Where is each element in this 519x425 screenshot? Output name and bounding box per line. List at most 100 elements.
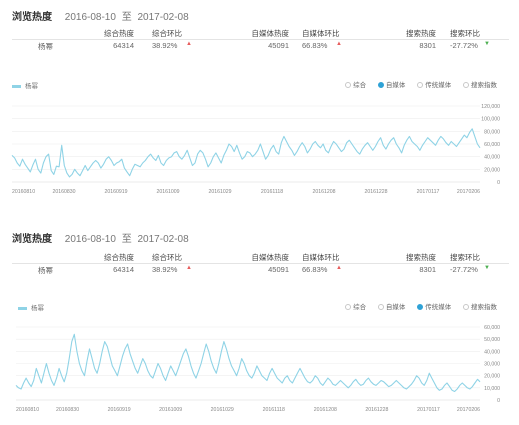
radio-label: 自媒体 xyxy=(385,304,406,311)
header-overall-change: 综合环比 xyxy=(152,253,182,262)
panel-2: 浏览热度 2016-08-10 至 2017-02-08 综合热度 综合环比 自… xyxy=(0,222,519,425)
panel-1-date-from: 2016-08-10 xyxy=(64,12,116,23)
x-tick-label: 20160830 xyxy=(56,407,79,413)
header-search-change: 搜索环比 xyxy=(450,253,480,262)
series-line xyxy=(15,333,481,393)
down-arrow-icon: ▼ xyxy=(484,41,490,47)
y-tick-label: 80,000 xyxy=(484,129,500,135)
stats-header-row: 综合热度 综合环比 自媒体热度 自媒体环比 搜索热度 搜索环比 xyxy=(12,250,509,264)
radio-label: 搜索指数 xyxy=(471,304,497,311)
x-tick-label: 20160830 xyxy=(52,189,75,195)
x-tick-label: 20161118 xyxy=(263,407,285,413)
panel-2-header: 浏览热度 2016-08-10 至 2017-02-08 xyxy=(12,230,189,245)
x-tick-label: 20160919 xyxy=(104,189,127,195)
row-media: 45091 xyxy=(268,265,289,274)
row-media-change: 66.83% xyxy=(302,41,328,50)
y-tick-label: 120,000 xyxy=(481,104,500,110)
header-media: 自媒体热度 xyxy=(251,253,290,262)
row-search-change: -27.72% xyxy=(450,265,478,274)
y-tick-label: 40,000 xyxy=(484,155,500,161)
header-media-change: 自媒体环比 xyxy=(302,253,340,262)
x-tick-label: 20161009 xyxy=(159,407,182,413)
row-media: 45091 xyxy=(268,41,289,50)
header-search: 搜索热度 xyxy=(406,29,436,38)
panel-2-date-from: 2016-08-10 xyxy=(64,234,116,245)
panel-2-source-radios: 综合 自媒体 传统媒体 搜索指数 xyxy=(335,301,497,311)
row-name: 杨幂 xyxy=(38,266,53,275)
radio-label: 搜索指数 xyxy=(471,82,497,89)
radio-overall[interactable]: 综合 xyxy=(345,301,366,311)
radio-self-media[interactable]: 自媒体 xyxy=(377,79,406,89)
panel-2-line-chart: 0 10,000 20,000 30,000 40,000 50,000 60,000 201… xyxy=(15,325,500,413)
header-search-change: 搜索环比 xyxy=(450,29,480,38)
stats-row: 杨幂 64314 38.92% ▲ 45091 66.83% ▲ 8301 -2… xyxy=(12,263,509,276)
panel-1-line-chart: 0 20,000 40,000 60,000 80,000 100,000 120,000 2… xyxy=(11,104,500,195)
y-tick-label: 60,000 xyxy=(484,325,500,331)
radio-label: 综合 xyxy=(353,82,367,89)
radio-circle-icon xyxy=(345,82,352,89)
radio-circle-icon xyxy=(463,304,469,311)
panel-1-date-to: 2017-02-08 xyxy=(137,12,189,23)
radio-search-index[interactable]: 搜索指数 xyxy=(463,301,497,311)
x-tick-label: 20161029 xyxy=(208,189,231,195)
radio-circle-icon xyxy=(377,304,384,311)
x-tick-label: 20161208 xyxy=(312,189,335,195)
panel-2-stats-table: 综合热度 综合环比 自媒体热度 自媒体环比 搜索热度 搜索环比 杨幂 64314… xyxy=(12,250,509,278)
legend-swatch-icon xyxy=(18,306,27,310)
x-tick-label: 20161228 xyxy=(365,407,388,413)
x-tick-label: 20170117 xyxy=(417,189,440,195)
y-tick-label: 0 xyxy=(497,398,500,404)
series-line xyxy=(11,128,481,178)
x-tick-label: 20170117 xyxy=(417,407,440,413)
row-search-change: -27.72% xyxy=(450,41,478,50)
x-tick-label: 20160810 xyxy=(12,189,35,195)
row-overall: 64314 xyxy=(113,265,134,274)
x-tick-label: 20161228 xyxy=(364,189,387,195)
panel-1-legend[interactable]: 杨幂 xyxy=(12,80,38,90)
row-media-change: 66.83% xyxy=(302,265,328,274)
panel-1-title: 浏览热度 xyxy=(12,12,52,23)
radio-circle-icon xyxy=(463,82,469,89)
radio-overall[interactable]: 综合 xyxy=(345,79,366,89)
header-overall-change: 综合环比 xyxy=(152,29,182,38)
radio-circle-icon xyxy=(345,304,352,311)
row-overall: 64314 xyxy=(113,41,134,50)
x-tick-label: 20161118 xyxy=(261,189,283,195)
radio-label: 传统媒体 xyxy=(425,82,452,89)
up-arrow-icon: ▲ xyxy=(336,265,342,271)
radio-search-index[interactable]: 搜索指数 xyxy=(463,79,497,89)
stats-row: 杨幂 64314 38.92% ▲ 45091 66.83% ▲ 8301 -2… xyxy=(12,39,509,52)
row-search: 8301 xyxy=(419,41,436,50)
radio-circle-icon xyxy=(417,82,424,89)
y-tick-label: 50,000 xyxy=(484,337,500,343)
legend-label: 杨幂 xyxy=(25,83,38,90)
row-overall-change: 38.92% xyxy=(152,41,178,50)
radio-traditional-media[interactable]: 传统媒体 xyxy=(417,301,451,311)
up-arrow-icon: ▲ xyxy=(336,41,342,47)
header-search: 搜索热度 xyxy=(406,253,436,262)
x-tick-label: 20170206 xyxy=(457,189,480,195)
y-tick-label: 20,000 xyxy=(484,167,500,173)
x-tick-label: 20161029 xyxy=(211,407,234,413)
panel-2-date-sep: 至 xyxy=(121,234,132,245)
panel-1-source-radios: 综合 自媒体 传统媒体 搜索指数 xyxy=(335,79,497,89)
y-tick-label: 10,000 xyxy=(484,386,500,392)
panel-1-header: 浏览热度 2016-08-10 至 2017-02-08 xyxy=(12,8,189,23)
legend-swatch-icon xyxy=(12,84,21,88)
radio-traditional-media[interactable]: 传统媒体 xyxy=(417,79,451,89)
up-arrow-icon: ▲ xyxy=(186,41,192,47)
y-tick-label: 30,000 xyxy=(484,362,500,368)
header-overall: 综合热度 xyxy=(104,29,134,38)
down-arrow-icon: ▼ xyxy=(484,265,490,271)
x-tick-label: 20161009 xyxy=(156,189,179,195)
panel-2-legend[interactable]: 杨幂 xyxy=(18,302,44,312)
x-tick-label: 20161208 xyxy=(314,407,337,413)
y-tick-label: 40,000 xyxy=(484,349,500,355)
radio-self-media[interactable]: 自媒体 xyxy=(377,301,406,311)
panel-2-date-to: 2017-02-08 xyxy=(137,234,189,245)
legend-label: 杨幂 xyxy=(31,305,44,312)
radio-label: 自媒体 xyxy=(385,82,406,89)
radio-label: 综合 xyxy=(353,304,367,311)
x-tick-label: 20160919 xyxy=(108,407,131,413)
panel-1: 浏览热度 2016-08-10 至 2017-02-08 综合热度 综合环比 自… xyxy=(0,0,519,212)
